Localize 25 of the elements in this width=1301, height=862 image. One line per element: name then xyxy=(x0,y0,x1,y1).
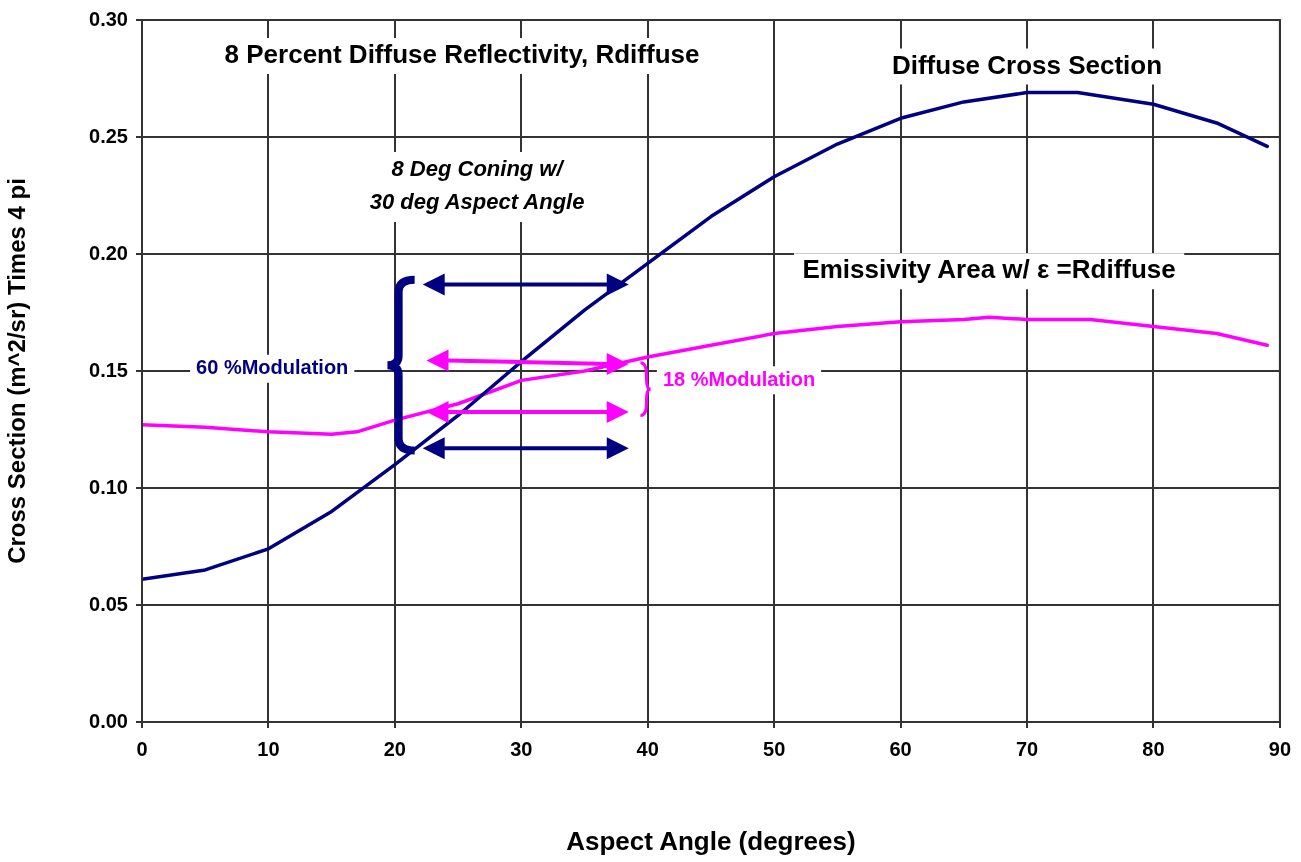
y-tick-label: 0.10 xyxy=(89,475,128,498)
x-tick-label: 50 xyxy=(763,737,786,760)
y-axis-title: Cross Section (m^2/sr) Times 4 pi xyxy=(3,178,31,564)
series-label: Diffuse Cross Section xyxy=(891,49,1163,80)
x-tick-label: 90 xyxy=(1268,737,1291,760)
x-tick-label: 20 xyxy=(383,737,406,760)
x-tick-label: 40 xyxy=(636,737,659,760)
y-tick-label: 0.05 xyxy=(89,592,128,615)
x-tick-label: 70 xyxy=(1015,737,1039,760)
y-tick-label: 0.15 xyxy=(89,358,128,381)
text: 8 Percent Diffuse Reflectivity, Rdiffuse xyxy=(224,39,700,70)
x-tick-label: 80 xyxy=(1142,737,1165,760)
annotation: 8 Deg Coning w/ 30 deg Aspect Angle xyxy=(369,156,585,215)
x-tick-label: 60 xyxy=(889,737,912,760)
annotation: 18 %Modulation xyxy=(662,367,816,390)
x-tick-label: 0 xyxy=(136,737,148,760)
x-tick-label: 10 xyxy=(257,737,280,760)
y-tick-label: 0.25 xyxy=(89,124,128,147)
y-tick-label: 0.30 xyxy=(89,7,128,30)
y-tick-label: 0.00 xyxy=(89,709,128,732)
y-tick-label: 0.20 xyxy=(89,241,128,264)
x-tick-label: 30 xyxy=(510,737,533,760)
x-axis-title: Aspect Angle (degrees) xyxy=(566,825,856,856)
series-label: Emissivity Area w/ ε =Rdiffuse xyxy=(802,254,1176,285)
annotation: 60 %Modulation xyxy=(196,356,349,379)
